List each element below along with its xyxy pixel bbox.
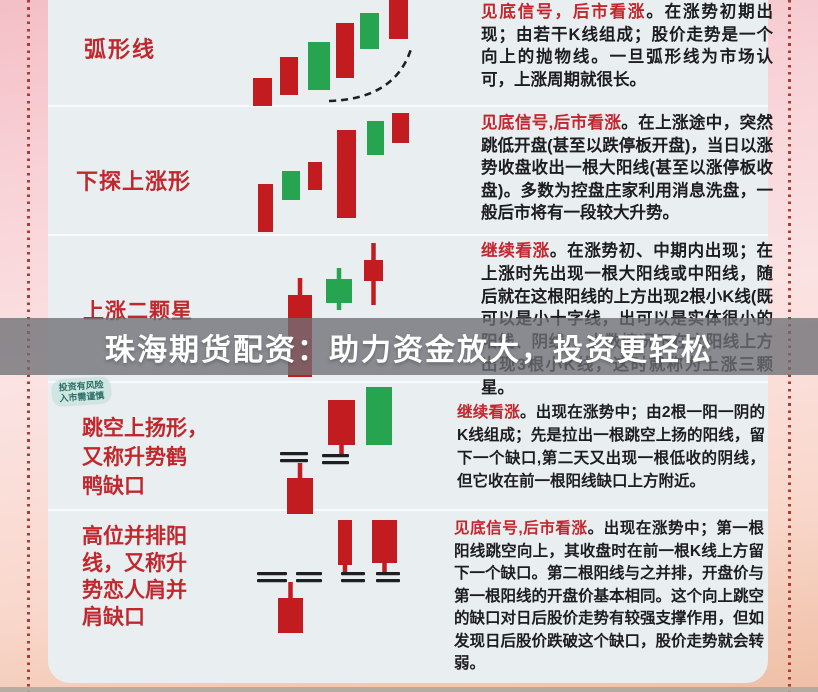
pattern-description: 见底信号,后市看涨。出现在涨势中；第一根阳线跳空向上，其收盘时在前一根K线上方留…	[454, 518, 764, 676]
signal-highlight: 见底信号,后市看涨	[454, 520, 588, 537]
row-divider	[48, 105, 768, 107]
watermark-text: 珠海期货配资：助力资金放大，投资更轻松	[105, 333, 713, 367]
pattern-description: 见底信号，后市看涨。在涨势初期出现；由若干K线组成；股价走势是一个向上的抛物线。…	[481, 1, 773, 91]
bottom-edge-strip	[0, 687, 818, 692]
watermark-band: 珠海期货配资：助力资金放大，投资更轻松	[0, 318, 818, 375]
pattern-name-side-by-side: 高位并排阳 线，又称升 势恋人肩并 肩缺口	[82, 525, 187, 629]
pattern-description: 见底信号,后市看涨。在上涨途中，突然跳低开盘(甚至以跌停板开盘)，当日以涨势收盘…	[481, 112, 773, 225]
description-text: 。出现在涨势中；第一根阳线跳空向上，其收盘时在前一根K线上方留下一个缺口。第二根…	[454, 520, 765, 672]
pattern-description: 继续看涨。出现在涨势中；由2根一阳一阴的K线组成；先是拉出一根跳空上扬的阳线，留…	[457, 401, 765, 493]
signal-highlight: 见底信号,后市看涨	[481, 114, 622, 132]
row-divider	[48, 381, 768, 383]
pattern-name-two-stars: 上涨二颗星	[83, 300, 193, 323]
description-text: 。在上涨途中，突然跳低开盘(甚至以跌停板开盘)，当日以涨势收盘收出一根大阳线(甚…	[481, 114, 773, 222]
pattern-name-arc-line: 弧形线	[84, 37, 157, 62]
row-divider	[48, 509, 768, 511]
row-divider	[48, 234, 768, 236]
signal-highlight: 见底信号，后市看涨	[481, 3, 647, 21]
pattern-name-probe-rise: 下探上涨形	[76, 169, 192, 194]
risk-warning-badge: 投资有风险 入市需谨慎	[52, 377, 111, 406]
signal-highlight: 继续看涨	[457, 404, 521, 421]
description-text: 。出现在涨势中；由2根一阳一阴的K线组成；先是拉出一根跳空上扬的阳线，留下一个缺…	[457, 404, 765, 490]
description-text: 。在涨势初期出现；由若干K线组成；股价走势是一个向上的抛物线。一旦弧形线为市场认…	[481, 3, 774, 89]
signal-highlight: 继续看涨	[481, 242, 550, 260]
pattern-name-gap-up: 跳空上扬形， 又称升势鹤 鸭缺口	[82, 417, 208, 498]
